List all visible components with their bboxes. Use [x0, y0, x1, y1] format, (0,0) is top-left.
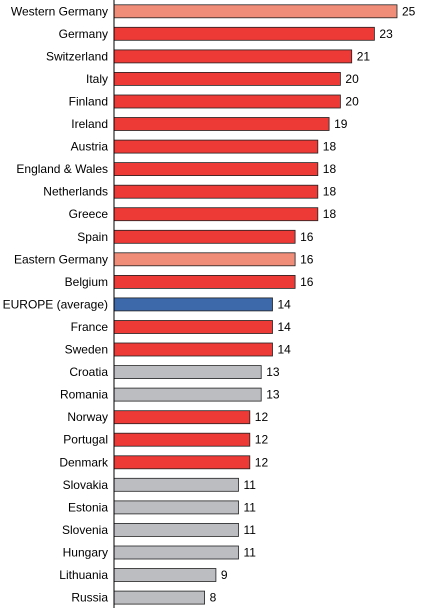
category-label-spain: Spain	[77, 230, 108, 244]
value-label-hungary: 11	[244, 546, 257, 560]
bar-western-germany	[113, 4, 398, 19]
value-label-belgium: 16	[300, 275, 314, 289]
value-label-netherlands: 18	[323, 185, 337, 199]
category-label-italy: Italy	[86, 72, 108, 86]
value-label-romania: 13	[266, 388, 280, 402]
category-label-russia: Russia	[71, 591, 108, 605]
value-label-portugal: 12	[255, 433, 269, 447]
value-label-slovakia: 11	[244, 478, 257, 492]
category-label-france: France	[71, 320, 109, 334]
bar-ireland	[113, 117, 330, 131]
bar-lithuania	[113, 568, 217, 582]
category-label-denmark: Denmark	[59, 455, 109, 469]
bar-europe-average	[113, 297, 273, 312]
bar-spain	[113, 229, 296, 244]
bar-romania	[113, 387, 262, 402]
value-label-germany: 23	[379, 27, 393, 41]
bar-denmark	[113, 455, 251, 470]
category-label-germany: Germany	[59, 27, 108, 41]
value-label-slovenia: 11	[244, 523, 257, 537]
bar-england-and-wales	[113, 162, 319, 177]
category-label-norway: Norway	[67, 410, 108, 424]
category-label-croatia: Croatia	[69, 365, 108, 379]
category-label-ireland: Ireland	[71, 117, 108, 131]
value-label-russia: 8	[210, 591, 217, 605]
category-label-finland: Finland	[69, 95, 108, 109]
category-label-switzerland: Switzerland	[46, 49, 108, 63]
bar-france	[113, 320, 273, 334]
bar-finland	[113, 94, 341, 109]
bar-belgium	[113, 274, 296, 289]
category-label-greece: Greece	[69, 207, 109, 221]
value-label-denmark: 12	[255, 455, 269, 469]
category-label-england-and-wales: England & Wales	[16, 162, 108, 176]
bar-greece	[113, 207, 319, 222]
bar-croatia	[113, 365, 262, 380]
bar-norway	[113, 410, 251, 425]
bar-italy	[113, 72, 341, 86]
category-label-europe-average: EUROPE (average)	[3, 297, 108, 311]
category-label-sweden: Sweden	[65, 343, 108, 357]
category-label-lithuania: Lithuania	[59, 568, 108, 582]
bar-switzerland	[113, 49, 353, 64]
value-label-austria: 18	[323, 140, 337, 154]
value-label-western-germany: 25	[402, 4, 416, 18]
bar-slovakia	[113, 477, 239, 492]
value-label-spain: 16	[300, 230, 314, 244]
category-label-belgium: Belgium	[65, 275, 108, 289]
bar-hungary	[113, 545, 239, 560]
category-label-estonia: Estonia	[68, 500, 108, 514]
value-label-greece: 18	[323, 207, 337, 221]
value-label-ireland: 19	[334, 117, 348, 131]
value-label-europe-average: 14	[278, 297, 292, 311]
bar-germany	[113, 26, 375, 41]
category-label-austria: Austria	[71, 140, 109, 154]
category-label-netherlands: Netherlands	[43, 185, 108, 199]
bar-netherlands	[113, 184, 319, 199]
value-label-switzerland: 21	[357, 49, 371, 63]
value-label-norway: 12	[255, 410, 269, 424]
value-label-france: 14	[278, 320, 292, 334]
value-label-croatia: 13	[266, 365, 280, 379]
value-label-sweden: 14	[278, 343, 292, 357]
bar-portugal	[113, 432, 251, 447]
bar-eastern-germany	[113, 252, 296, 267]
value-label-finland: 20	[345, 95, 359, 109]
value-label-lithuania: 9	[221, 568, 228, 582]
value-label-england-and-wales: 18	[323, 162, 337, 176]
bar-russia	[113, 590, 205, 605]
bar-austria	[113, 139, 319, 154]
value-label-italy: 20	[345, 72, 359, 86]
category-label-eastern-germany: Eastern Germany	[14, 252, 108, 266]
category-label-portugal: Portugal	[63, 433, 108, 447]
category-label-slovakia: Slovakia	[63, 478, 109, 492]
bar-sweden	[113, 342, 273, 357]
value-label-estonia: 11	[244, 500, 257, 514]
category-label-western-germany: Western Germany	[11, 4, 108, 18]
bar-slovenia	[113, 523, 239, 537]
category-label-slovenia: Slovenia	[62, 523, 108, 537]
category-label-romania: Romania	[60, 388, 108, 402]
value-label-eastern-germany: 16	[300, 252, 314, 266]
category-label-hungary: Hungary	[63, 546, 108, 560]
bar-estonia	[113, 500, 239, 515]
